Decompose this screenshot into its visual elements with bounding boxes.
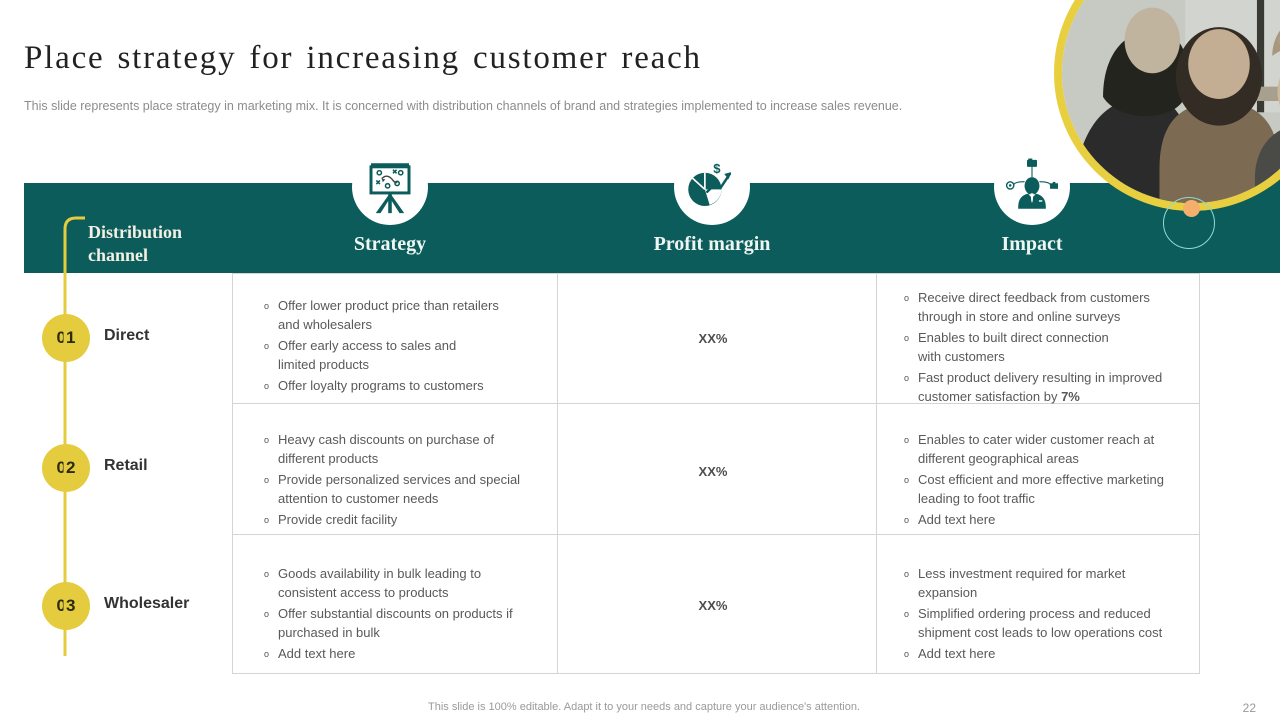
svg-text:$: $ xyxy=(713,161,721,176)
